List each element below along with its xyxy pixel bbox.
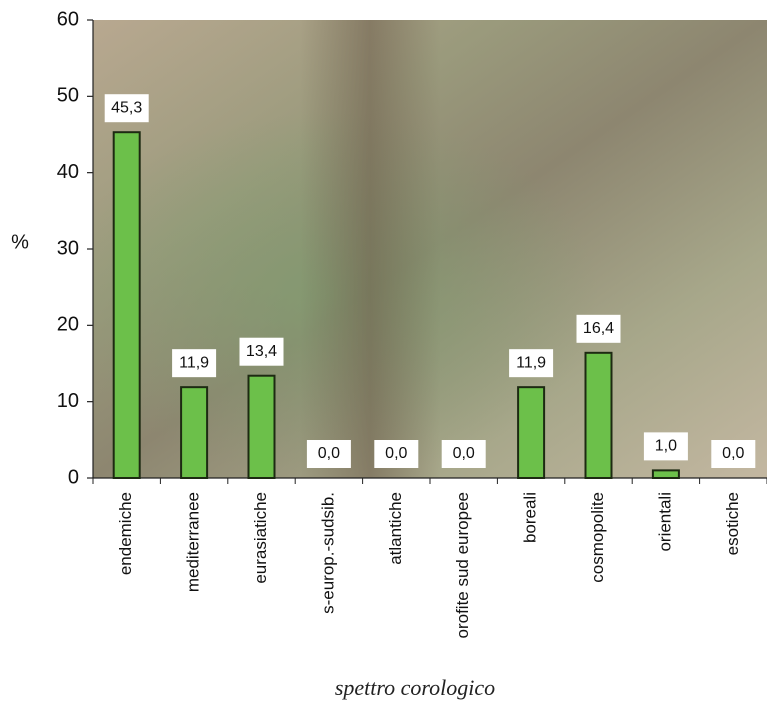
- value-label-box: [576, 314, 621, 343]
- value-label-box: [306, 440, 351, 468]
- bar: [112, 131, 141, 480]
- value-label: 0,0: [722, 445, 744, 462]
- value-label: 45,3: [111, 99, 142, 116]
- value-label-box: [239, 337, 284, 366]
- y-tick-label: 10: [57, 390, 79, 412]
- x-tick-label: eurasiatiche: [251, 492, 270, 584]
- value-label: 16,4: [583, 320, 614, 337]
- value-label-box: [441, 440, 486, 468]
- y-tick-label: 0: [68, 466, 79, 488]
- value-label-box: [643, 432, 688, 461]
- y-tick-label: 60: [57, 8, 79, 30]
- value-label-box: [172, 349, 217, 378]
- chart-title: spettro corologico: [335, 675, 495, 700]
- x-tick-label: mediterranee: [184, 492, 203, 592]
- value-label: 11,9: [516, 354, 546, 371]
- bar: [584, 351, 613, 479]
- value-label-box: [374, 440, 419, 468]
- x-tick-label: atlantiche: [386, 492, 405, 565]
- bar: [651, 469, 680, 480]
- value-label-box: [509, 349, 554, 378]
- x-tick-label: orofite sud europee: [453, 492, 472, 639]
- value-label: 11,9: [179, 354, 209, 371]
- x-tick-label: esotiche: [723, 492, 742, 555]
- value-label: 13,4: [246, 343, 277, 360]
- y-tick-label: 20: [57, 314, 79, 336]
- y-tick-label: 30: [57, 237, 79, 259]
- bar: [517, 386, 546, 479]
- y-tick-label: 40: [57, 161, 79, 183]
- value-label-box: [104, 94, 149, 123]
- value-label: 0,0: [385, 445, 407, 462]
- bar: [180, 386, 209, 479]
- x-tick-label: orientali: [655, 492, 674, 552]
- bar: [247, 374, 276, 480]
- x-tick-label: endemiche: [116, 492, 135, 575]
- x-tick-label: cosmopolite: [588, 492, 607, 583]
- value-label-box: [711, 440, 756, 468]
- x-tick-label: boreali: [521, 492, 540, 543]
- value-label: 1,0: [655, 438, 677, 455]
- y-tick-label: 50: [57, 85, 79, 107]
- x-tick-label: s-europ.-sudsib.: [318, 492, 337, 614]
- value-label: 0,0: [318, 445, 340, 462]
- value-label: 0,0: [453, 445, 475, 462]
- y-axis-label: %: [11, 231, 29, 253]
